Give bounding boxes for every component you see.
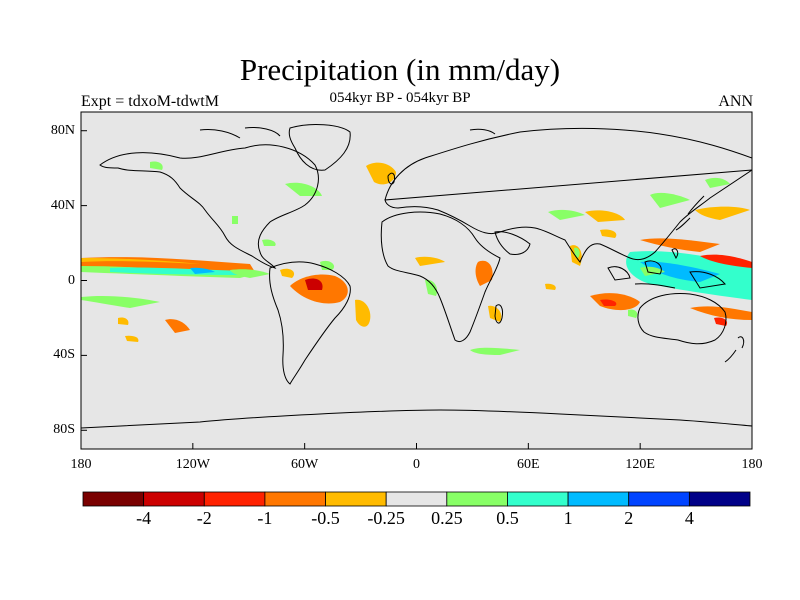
colorbar-label: -2 bbox=[196, 508, 212, 528]
y-tick-label: 40N bbox=[50, 197, 75, 213]
central-asia-wet bbox=[548, 209, 585, 220]
japan-coast bbox=[675, 195, 705, 231]
labrador-wet bbox=[285, 182, 322, 196]
coral-sea-dry-core bbox=[714, 317, 728, 326]
y-tick-label: 80N bbox=[50, 122, 75, 138]
pacific-max-wet bbox=[190, 267, 215, 274]
colorbar-swatch bbox=[507, 491, 569, 507]
south-america-coast bbox=[269, 261, 351, 385]
x-tick-label: 120W bbox=[175, 457, 210, 472]
alaska-wet bbox=[150, 161, 163, 170]
x-tick-label: 180 bbox=[741, 457, 763, 472]
sahel-dry bbox=[415, 256, 445, 266]
colorbar-label: 4 bbox=[684, 508, 694, 528]
colorbar-label: -0.25 bbox=[367, 508, 405, 528]
southeast-africa-dry bbox=[488, 305, 502, 322]
madagascar-coast bbox=[494, 304, 503, 324]
colorbar-swatch bbox=[325, 491, 387, 507]
colorbar-swatch bbox=[264, 491, 326, 507]
amazon-dry-core bbox=[305, 278, 323, 290]
arabia-coast bbox=[494, 231, 531, 255]
west-pacific-dry bbox=[640, 238, 720, 252]
caribbean-wet bbox=[262, 239, 276, 246]
kamchatka-wet bbox=[705, 177, 730, 188]
coastlines bbox=[81, 124, 752, 429]
bay-bengal-dry bbox=[600, 229, 617, 238]
philippines-coast bbox=[671, 248, 679, 259]
mexico-wet bbox=[232, 216, 238, 224]
y-tick-label: 40S bbox=[53, 347, 75, 363]
colorbar-swatch bbox=[567, 491, 630, 507]
pacific-dry-edge bbox=[81, 258, 200, 264]
north-pacific-wet-1 bbox=[650, 192, 690, 208]
experiment-label: Expt = tdxoM-tdwtM bbox=[81, 93, 219, 110]
borneo-coast bbox=[644, 260, 662, 275]
colorbar-label: -4 bbox=[136, 508, 152, 528]
svalbard-coast bbox=[469, 128, 496, 135]
eurasia-coast bbox=[384, 127, 752, 263]
south-pacific-dry-3 bbox=[125, 335, 139, 342]
pacific-wet-band-2 bbox=[110, 267, 250, 275]
maritime-wet bbox=[640, 266, 665, 276]
pacific-dry-core bbox=[700, 254, 752, 268]
axis-ticks bbox=[80, 130, 753, 449]
x-tick-label: 60W bbox=[291, 457, 319, 472]
colorbar-label: -0.5 bbox=[311, 508, 340, 528]
colorbar-swatch bbox=[628, 491, 690, 507]
colorbar bbox=[82, 491, 751, 507]
colorbar-label: -1 bbox=[257, 508, 273, 528]
new-zealand-coast bbox=[724, 336, 745, 363]
indian-dry-small bbox=[545, 283, 556, 290]
china-dry bbox=[585, 210, 625, 222]
africa-coast bbox=[380, 211, 501, 343]
x-tick-label: 60E bbox=[517, 457, 540, 472]
sumatra-coast bbox=[607, 266, 631, 281]
season-label: ANN bbox=[718, 93, 753, 110]
colorbar-swatch bbox=[203, 491, 266, 507]
colorbar-swatch bbox=[446, 491, 508, 507]
north-america-coast bbox=[99, 144, 319, 269]
north-brazil-wet bbox=[320, 260, 335, 270]
south-indian-dry bbox=[590, 293, 640, 311]
colorbar-label: 1 bbox=[563, 508, 573, 528]
colorbar-swatch bbox=[688, 491, 751, 507]
west-pacific-max-wet bbox=[640, 261, 720, 282]
y-tick-label: 80S bbox=[53, 422, 75, 438]
east-africa-dry bbox=[475, 260, 493, 286]
new-guinea-coast bbox=[689, 271, 726, 289]
central-america-wet bbox=[230, 269, 270, 278]
south-pacific-wet bbox=[81, 295, 160, 308]
congo-wet bbox=[425, 279, 438, 296]
south-pacific-dry-2 bbox=[165, 319, 190, 333]
south-indian-dry-core bbox=[600, 299, 617, 306]
colorbar-swatch bbox=[143, 491, 205, 507]
australia-coast bbox=[637, 293, 727, 345]
west-australia-wet bbox=[628, 309, 638, 318]
colorbar-label: 0.5 bbox=[496, 508, 519, 528]
colorbar-swatch bbox=[385, 491, 448, 507]
colorbar-label: 0.25 bbox=[431, 508, 463, 528]
java-coast bbox=[634, 283, 676, 289]
map-subtitle: 054kyr BP - 054kyr BP bbox=[329, 90, 471, 106]
x-tick-label: 0 bbox=[413, 457, 420, 472]
arctic-islands-coast bbox=[199, 127, 281, 139]
south-indian-wet bbox=[470, 347, 520, 355]
x-tick-label: 180 bbox=[70, 457, 92, 472]
north-pacific-dry bbox=[695, 206, 750, 220]
greenland-coast bbox=[288, 124, 351, 171]
y-tick-label: 0 bbox=[68, 272, 75, 288]
colorbar-label: 2 bbox=[624, 508, 634, 528]
south-pacific-dry-1 bbox=[118, 317, 129, 325]
antarctica-coast bbox=[81, 409, 752, 429]
uk-coast bbox=[387, 172, 395, 185]
map-title: Precipitation (in mm/day) bbox=[239, 52, 561, 87]
coral-sea-dry bbox=[690, 306, 752, 320]
south-atlantic-dry bbox=[355, 299, 371, 327]
map-background bbox=[81, 112, 752, 449]
colorbar-swatch bbox=[82, 491, 145, 507]
anomaly-contours bbox=[81, 161, 752, 355]
colombia-dry bbox=[280, 268, 295, 278]
x-tick-label: 120E bbox=[625, 457, 655, 472]
